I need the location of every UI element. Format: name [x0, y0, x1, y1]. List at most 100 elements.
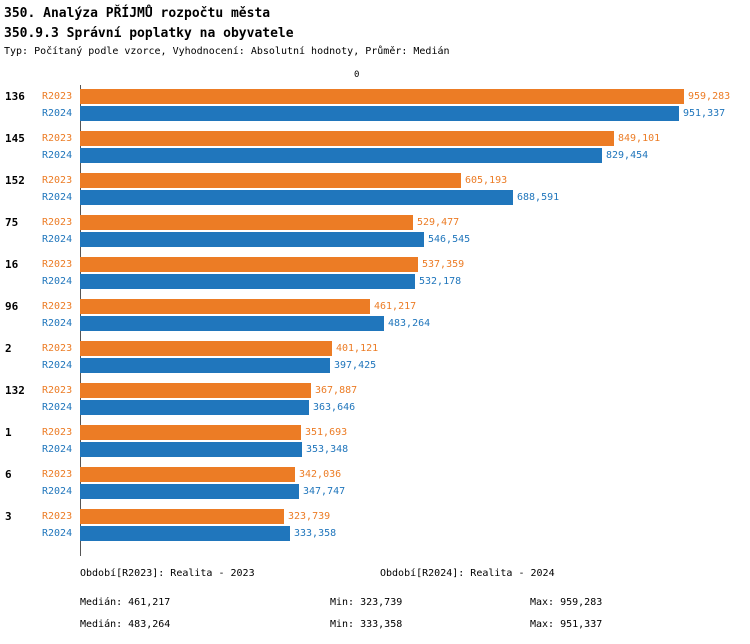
series-label-r2023: R2023: [42, 301, 73, 312]
bar-row-r2024: R2024 829,454: [0, 147, 750, 164]
bar-r2024: [80, 106, 679, 121]
category-label: 2: [5, 342, 12, 355]
bar-r2024: [80, 148, 602, 163]
series-label-r2023: R2023: [42, 385, 73, 396]
series-label-r2023: R2023: [42, 91, 73, 102]
series-label-r2024: R2024: [42, 528, 73, 539]
page-title: 350. Analýza PŘÍJMŮ rozpočtu města: [4, 6, 271, 21]
bar-r2024: [80, 358, 330, 373]
bar-row-r2023: 136 R2023 959,283: [0, 88, 750, 105]
value-label-r2024: 688,591: [517, 192, 560, 203]
bar-r2023: [80, 425, 301, 440]
bar-group: 145 R2023 849,101 R2024 829,454: [0, 130, 750, 164]
series-label-r2023: R2023: [42, 133, 73, 144]
bar-row-r2023: 16 R2023 537,359: [0, 256, 750, 273]
bar-r2023: [80, 467, 295, 482]
bar-row-r2024: R2024 397,425: [0, 357, 750, 374]
series-label-r2023: R2023: [42, 259, 73, 270]
value-label-r2023: 959,283: [688, 91, 731, 102]
stat-min-2023: Min: 323,739: [330, 597, 403, 608]
series-label-r2024: R2024: [42, 108, 73, 119]
bar-row-r2023: 1 R2023 351,693: [0, 424, 750, 441]
bar-group: 1 R2023 351,693 R2024 353,348: [0, 424, 750, 458]
series-label-r2023: R2023: [42, 343, 73, 354]
series-label-r2024: R2024: [42, 444, 73, 455]
bar-row-r2024: R2024 546,545: [0, 231, 750, 248]
page-subtitle: 350.9.3 Správní poplatky na obyvatele: [4, 26, 294, 41]
series-label-r2024: R2024: [42, 360, 73, 371]
series-label-r2024: R2024: [42, 192, 73, 203]
category-label: 136: [5, 90, 25, 103]
bar-row-r2023: 96 R2023 461,217: [0, 298, 750, 315]
category-label: 1: [5, 426, 12, 439]
bar-r2023: [80, 383, 311, 398]
value-label-r2023: 401,121: [336, 343, 379, 354]
series-label-r2023: R2023: [42, 469, 73, 480]
bar-group: 132 R2023 367,887 R2024 363,646: [0, 382, 750, 416]
bar-r2023: [80, 257, 418, 272]
series-label-r2024: R2024: [42, 318, 73, 329]
series-label-r2023: R2023: [42, 427, 73, 438]
bar-r2024: [80, 442, 302, 457]
bar-r2023: [80, 215, 413, 230]
bar-chart-plot: 136 R2023 959,283 R2024 951,337 145 R2023 849,1…: [0, 85, 750, 556]
value-label-r2024: 483,264: [388, 318, 431, 329]
bar-row-r2024: R2024 347,747: [0, 483, 750, 500]
median-line-2024: [0, 85, 1, 556]
category-label: 6: [5, 468, 12, 481]
bar-r2024: [80, 484, 299, 499]
bar-row-r2024: R2024 363,646: [0, 399, 750, 416]
value-label-r2024: 397,425: [334, 360, 377, 371]
bar-r2023: [80, 341, 332, 356]
legend-2023: Období[R2023]: Realita - 2023: [80, 568, 255, 579]
bar-row-r2023: 6 R2023 342,036: [0, 466, 750, 483]
category-label: 75: [5, 216, 19, 229]
value-label-r2023: 323,739: [288, 511, 331, 522]
value-label-r2024: 546,545: [428, 234, 471, 245]
category-label: 152: [5, 174, 25, 187]
bar-r2024: [80, 526, 290, 541]
bar-r2024: [80, 274, 415, 289]
value-label-r2023: 605,193: [465, 175, 508, 186]
value-label-r2024: 353,348: [306, 444, 349, 455]
series-label-r2024: R2024: [42, 276, 73, 287]
bar-r2024: [80, 400, 309, 415]
value-label-r2023: 367,887: [315, 385, 358, 396]
series-label-r2023: R2023: [42, 511, 73, 522]
value-label-r2024: 347,747: [303, 486, 346, 497]
bar-r2024: [80, 190, 513, 205]
bar-row-r2024: R2024 688,591: [0, 189, 750, 206]
series-label-r2023: R2023: [42, 217, 73, 228]
bar-r2023: [80, 131, 614, 146]
bar-row-r2024: R2024 333,358: [0, 525, 750, 542]
series-label-r2024: R2024: [42, 234, 73, 245]
bar-group: 96 R2023 461,217 R2024 483,264: [0, 298, 750, 332]
value-label-r2023: 849,101: [618, 133, 661, 144]
value-label-r2024: 532,178: [419, 276, 462, 287]
category-label: 96: [5, 300, 19, 313]
bar-r2024: [80, 232, 424, 247]
value-label-r2023: 537,359: [422, 259, 465, 270]
category-label: 145: [5, 132, 25, 145]
bar-row-r2023: 2 R2023 401,121: [0, 340, 750, 357]
bar-row-r2023: 145 R2023 849,101: [0, 130, 750, 147]
series-label-r2024: R2024: [42, 486, 73, 497]
value-label-r2024: 333,358: [294, 528, 337, 539]
value-label-r2024: 829,454: [606, 150, 649, 161]
legend-2024: Období[R2024]: Realita - 2024: [380, 568, 555, 579]
bar-r2024: [80, 316, 384, 331]
bar-row-r2024: R2024 483,264: [0, 315, 750, 332]
category-label: 132: [5, 384, 25, 397]
bar-row-r2024: R2024 532,178: [0, 273, 750, 290]
category-label: 16: [5, 258, 19, 271]
bar-group: 6 R2023 342,036 R2024 347,747: [0, 466, 750, 500]
category-label: 3: [5, 510, 12, 523]
bar-r2023: [80, 509, 284, 524]
axis-tick-zero: 0: [354, 70, 360, 80]
value-label-r2023: 461,217: [374, 301, 417, 312]
bar-row-r2024: R2024 951,337: [0, 105, 750, 122]
value-label-r2024: 363,646: [313, 402, 356, 413]
bar-r2023: [80, 299, 370, 314]
bar-row-r2023: 75 R2023 529,477: [0, 214, 750, 231]
